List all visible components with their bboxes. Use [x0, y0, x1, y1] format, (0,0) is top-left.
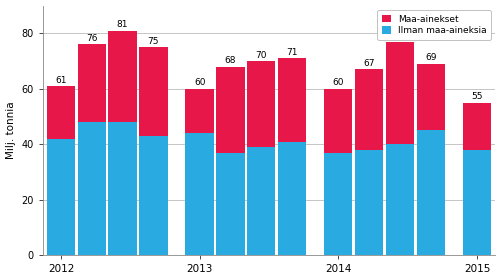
Bar — [324, 153, 353, 255]
Bar — [278, 142, 306, 255]
Bar — [247, 61, 276, 147]
Bar — [139, 47, 168, 136]
Bar — [185, 133, 214, 255]
Bar — [278, 58, 306, 142]
Text: 71: 71 — [287, 48, 298, 57]
Bar — [386, 144, 414, 255]
Text: 81: 81 — [117, 20, 128, 29]
Bar — [386, 42, 414, 144]
Bar — [355, 150, 383, 255]
Text: 70: 70 — [256, 51, 267, 60]
Text: 76: 76 — [86, 34, 98, 43]
Text: 69: 69 — [425, 53, 436, 62]
Bar — [463, 103, 491, 150]
Legend: Maa-ainekset, Ilman maa-aineksia: Maa-ainekset, Ilman maa-aineksia — [377, 10, 491, 40]
Bar — [78, 122, 106, 255]
Bar — [108, 31, 137, 122]
Bar — [78, 45, 106, 122]
Bar — [463, 150, 491, 255]
Bar — [216, 67, 244, 153]
Bar — [185, 89, 214, 133]
Text: 77: 77 — [394, 31, 406, 40]
Bar — [47, 139, 75, 255]
Text: 60: 60 — [194, 78, 205, 87]
Bar — [355, 69, 383, 150]
Bar — [108, 122, 137, 255]
Text: 55: 55 — [471, 92, 482, 101]
Bar — [416, 64, 445, 130]
Text: 60: 60 — [333, 78, 344, 87]
Y-axis label: Milj. tonnia: Milj. tonnia — [6, 102, 16, 159]
Bar — [324, 89, 353, 153]
Bar — [247, 147, 276, 255]
Bar — [416, 130, 445, 255]
Bar — [139, 136, 168, 255]
Text: 75: 75 — [148, 37, 159, 46]
Bar — [47, 86, 75, 139]
Text: 61: 61 — [55, 76, 67, 85]
Text: 67: 67 — [363, 59, 375, 68]
Text: 68: 68 — [225, 56, 236, 65]
Bar — [216, 153, 244, 255]
